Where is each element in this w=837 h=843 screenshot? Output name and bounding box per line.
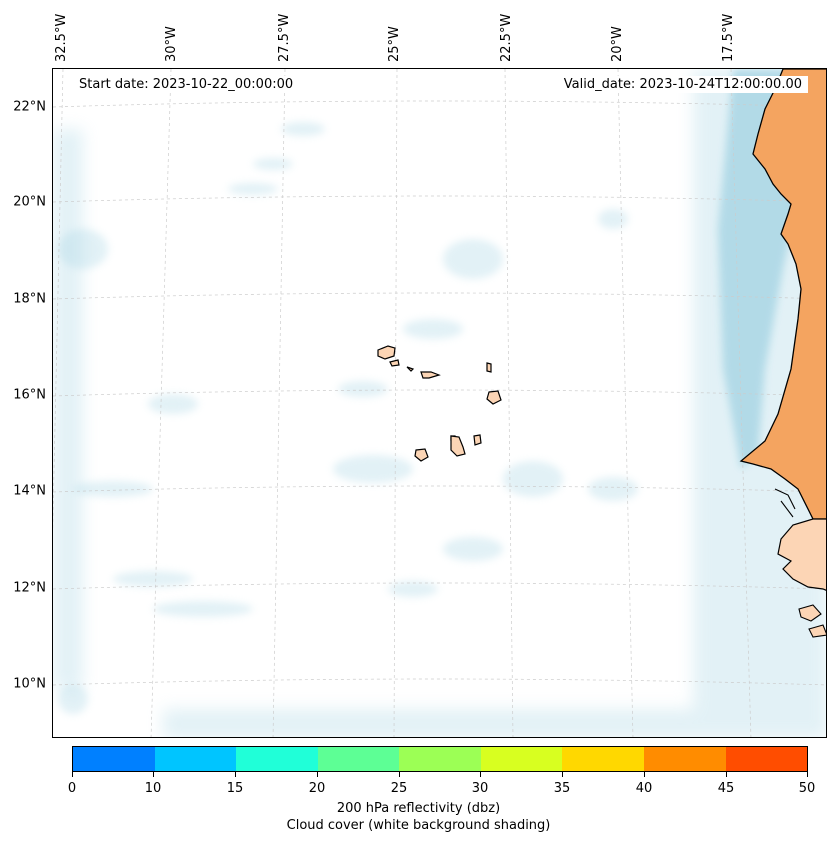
lat-label-16n: 16°N	[13, 387, 46, 403]
colorbar-segment	[399, 747, 481, 771]
lat-label-14n: 14°N	[13, 483, 46, 499]
colorbar-tick	[807, 771, 808, 777]
lon-label-20w: 20°W	[610, 26, 625, 62]
colorbar-tick-label: 25	[390, 781, 408, 796]
colorbar-tick-label: 35	[553, 781, 571, 796]
colorbar-tick-label: 40	[635, 781, 653, 796]
colorbar-label: 200 hPa reflectivity (dbz)	[336, 801, 501, 816]
colorbar-tick	[399, 771, 400, 777]
cloud-cover-layer	[53, 69, 826, 737]
colorbar-tick	[235, 771, 236, 777]
guinea-coast	[777, 518, 826, 591]
colorbar-segment	[73, 747, 155, 771]
colorbar-tick	[644, 771, 645, 777]
colorbar-tick	[317, 771, 318, 777]
lat-label-12n: 12°N	[13, 580, 46, 596]
colorbar-tick	[480, 771, 481, 777]
lat-label-20n: 20°N	[13, 194, 46, 210]
colorbar-tick-label: 50	[798, 781, 816, 796]
colorbar-tick-label: 30	[471, 781, 489, 796]
cape-verde-islands	[377, 345, 502, 462]
map-frame[interactable]	[52, 68, 827, 738]
colorbar-tick	[153, 771, 154, 777]
valid-date-label: Valid_date: 2023-10-24T12:00:00.00	[557, 76, 808, 93]
lon-label-22-5w: 22.5°W	[499, 13, 514, 62]
colorbar-tick-label: 10	[144, 781, 162, 796]
lat-label-18n: 18°N	[13, 291, 46, 307]
lon-label-17-5w: 17.5°W	[721, 13, 736, 62]
colorbar-segment	[480, 747, 563, 771]
colorbar-tick	[72, 771, 73, 777]
colorbar-segment	[154, 747, 237, 771]
colorbar-tick	[726, 771, 727, 777]
lon-label-32-5w: 32.5°W	[54, 13, 69, 62]
colorbar-segment	[236, 747, 318, 771]
colorbar-sublabel: Cloud cover (white background shading)	[286, 818, 551, 833]
graticule-lines	[53, 69, 826, 737]
africa-landmass	[739, 69, 826, 520]
colorbar-segment	[562, 747, 644, 771]
coast-islands-south	[798, 604, 826, 638]
colorbar-tick-label: 15	[226, 781, 244, 796]
map-canvas[interactable]	[53, 69, 827, 738]
senegal-inlet	[774, 488, 796, 518]
colorbar-segment	[317, 747, 400, 771]
lat-label-10n: 10°N	[13, 676, 46, 692]
lon-label-25w: 25°W	[387, 26, 402, 62]
reflectivity-colorbar	[72, 746, 808, 772]
colorbar-segment	[643, 747, 726, 771]
colorbar-tick-label: 20	[308, 781, 326, 796]
start-date-label: Start date: 2023-10-22_00:00:00	[73, 76, 300, 93]
lat-label-22n: 22°N	[13, 99, 46, 115]
colorbar-tick	[562, 771, 563, 777]
colorbar-tick-label: 45	[717, 781, 735, 796]
lon-label-27-5w: 27.5°W	[277, 13, 292, 62]
colorbar-segment	[725, 747, 808, 771]
colorbar-tick-label: 0	[67, 781, 77, 796]
lon-label-30w: 30°W	[164, 26, 179, 62]
